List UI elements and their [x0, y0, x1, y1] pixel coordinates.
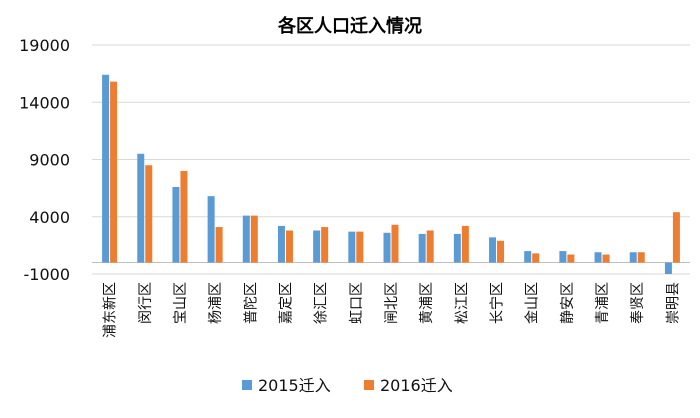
x-tick-label: 奉贤区 [630, 282, 646, 324]
bar-2015-8 [383, 232, 391, 263]
bar-2015-2 [172, 186, 180, 263]
x-tick-label: 嘉定区 [278, 282, 294, 324]
x-axis-ticks: 浦东新区 闵行区 宝山区 杨浦区 普陀区 嘉定区 徐汇区 虹口区 闸北区 黄浦区 松江区 长宁区 金山区… [103, 282, 682, 338]
x-tick-label: 金山区 [525, 282, 541, 324]
x-tick-label: 浦东新区 [103, 282, 119, 338]
y-tick-label: 19000 [19, 36, 70, 55]
bar-2015-13 [559, 251, 567, 263]
x-tick-label: 崇明县 [665, 282, 681, 324]
y-tick-label: 4000 [29, 208, 70, 227]
bar-2015-4 [242, 215, 250, 263]
bar-2016-14 [602, 254, 610, 263]
bar-2016-11 [497, 240, 505, 263]
gridlines [92, 44, 690, 275]
x-tick-label: 普陀区 [243, 282, 259, 324]
bar-2015-14 [594, 252, 602, 263]
bar-2015-15 [629, 252, 637, 263]
bar-2015-0 [102, 74, 110, 263]
bar-2016-0 [110, 81, 118, 263]
bar-2016-15 [637, 252, 645, 263]
bar-2015-7 [348, 231, 356, 263]
bar-2015-16 [664, 262, 672, 274]
bar-2016-16 [672, 212, 680, 263]
bar-2015-6 [313, 230, 321, 263]
x-tick-label: 松江区 [454, 282, 470, 324]
x-tick-label: 青浦区 [595, 282, 611, 324]
y-tick-label: -1000 [24, 265, 71, 284]
bar-2016-5 [285, 230, 293, 263]
x-tick-label: 杨浦区 [208, 282, 224, 324]
bar-2016-1 [145, 165, 153, 263]
bar-2016-7 [356, 231, 364, 263]
bar-2016-6 [321, 227, 329, 263]
legend-swatch [242, 380, 252, 390]
legend-swatch [364, 380, 374, 390]
bar-2015-12 [524, 251, 532, 263]
bar-2016-10 [461, 225, 469, 263]
bar-2015-10 [453, 233, 461, 263]
bar-2015-5 [277, 225, 285, 263]
y-axis-ticks: 19000 14000 9000 4000 -1000 [19, 36, 70, 284]
x-tick-label: 徐汇区 [314, 282, 330, 324]
y-tick-label: 9000 [29, 151, 70, 170]
x-tick-label: 长宁区 [489, 282, 506, 324]
bar-2016-12 [532, 253, 540, 263]
bar-2016-2 [180, 170, 188, 263]
bar-2015-9 [418, 233, 426, 263]
bar-2015-11 [489, 237, 497, 263]
x-tick-label: 黄浦区 [418, 282, 435, 324]
bar-2016-4 [250, 215, 258, 263]
x-tick-label: 静安区 [560, 282, 576, 324]
bars [102, 74, 680, 274]
bar-2016-3 [215, 227, 223, 263]
x-tick-label: 虹口区 [349, 282, 365, 324]
chart-title: 各区人口迁入情况 [277, 15, 422, 37]
x-tick-label: 闸北区 [384, 282, 400, 324]
bar-2016-9 [426, 230, 434, 263]
legend-label: 2016迁入 [380, 376, 453, 395]
bar-2016-13 [567, 254, 575, 263]
y-tick-label: 14000 [19, 93, 70, 112]
bar-2015-3 [207, 196, 215, 263]
x-tick-label: 闵行区 [138, 282, 154, 324]
x-tick-label: 宝山区 [173, 282, 189, 324]
bar-2016-8 [391, 224, 399, 263]
bar-2015-1 [137, 153, 145, 263]
legend: 2015迁入 2016迁入 [242, 376, 453, 395]
legend-label: 2015迁入 [258, 376, 331, 395]
